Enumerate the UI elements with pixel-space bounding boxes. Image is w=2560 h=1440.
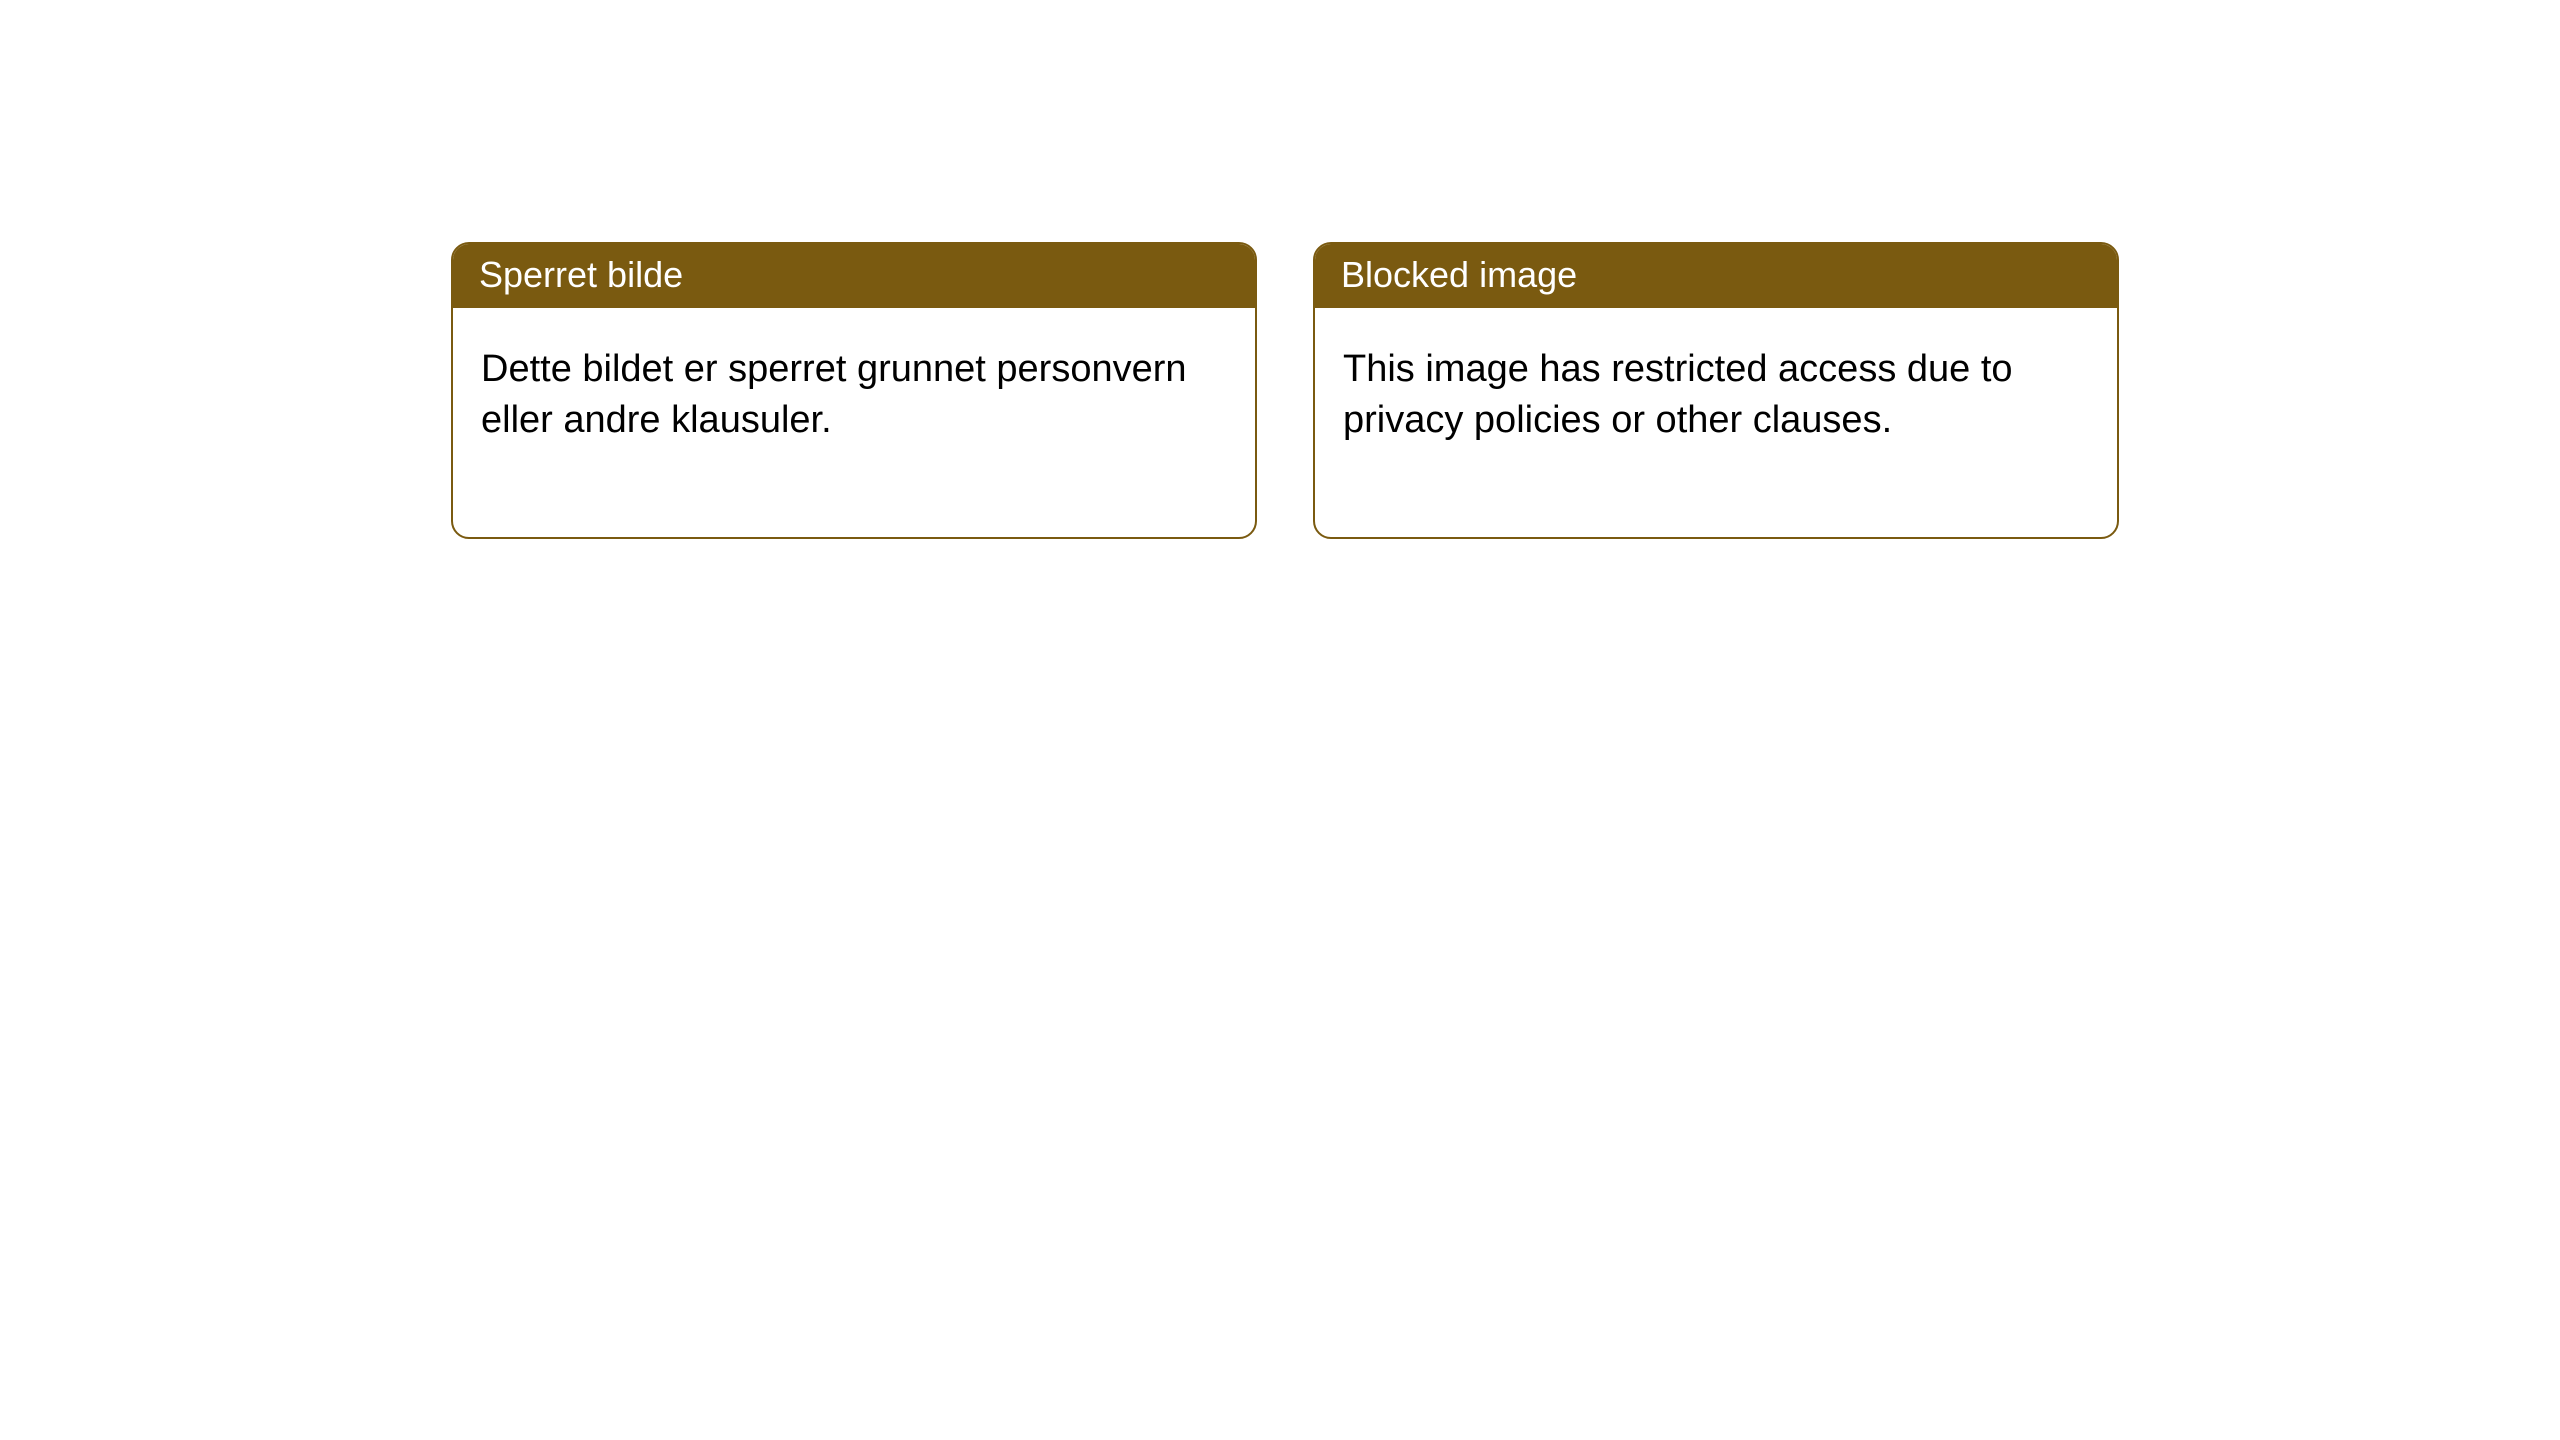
card-body-norwegian: Dette bildet er sperret grunnet personve… bbox=[453, 308, 1255, 537]
card-norwegian: Sperret bilde Dette bildet er sperret gr… bbox=[451, 242, 1257, 539]
card-title: Blocked image bbox=[1341, 254, 1577, 295]
card-body-text: This image has restricted access due to … bbox=[1343, 348, 2013, 441]
card-body-english: This image has restricted access due to … bbox=[1315, 308, 2117, 537]
card-header-norwegian: Sperret bilde bbox=[453, 244, 1255, 308]
card-header-english: Blocked image bbox=[1315, 244, 2117, 308]
cards-container: Sperret bilde Dette bildet er sperret gr… bbox=[0, 0, 2560, 539]
card-title: Sperret bilde bbox=[479, 254, 683, 295]
card-body-text: Dette bildet er sperret grunnet personve… bbox=[481, 348, 1187, 441]
card-english: Blocked image This image has restricted … bbox=[1313, 242, 2119, 539]
